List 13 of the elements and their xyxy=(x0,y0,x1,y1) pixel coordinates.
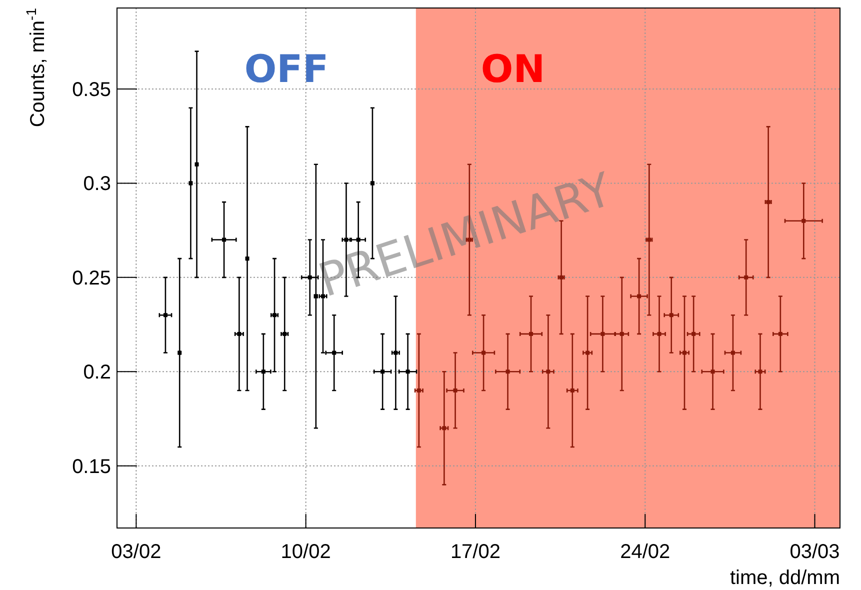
x-tick-label: 03/03 xyxy=(790,541,840,563)
annotation: OFF xyxy=(244,47,329,91)
band-label: ON xyxy=(480,47,545,91)
y-tick-label: 0.25 xyxy=(72,267,111,290)
x-tick-label: 03/02 xyxy=(111,541,162,563)
y-tick-label: 0.35 xyxy=(72,79,111,102)
x-tick-label: 17/02 xyxy=(450,541,500,563)
y-tick-label: 0.3 xyxy=(83,173,111,196)
x-tick-label: 24/02 xyxy=(620,541,670,563)
y-tick-label: 0.2 xyxy=(83,362,111,384)
x-tick-label: 10/02 xyxy=(280,541,331,563)
x-axis-title: time, dd/mm xyxy=(730,567,840,589)
y-tick-label: 0.15 xyxy=(72,456,111,478)
